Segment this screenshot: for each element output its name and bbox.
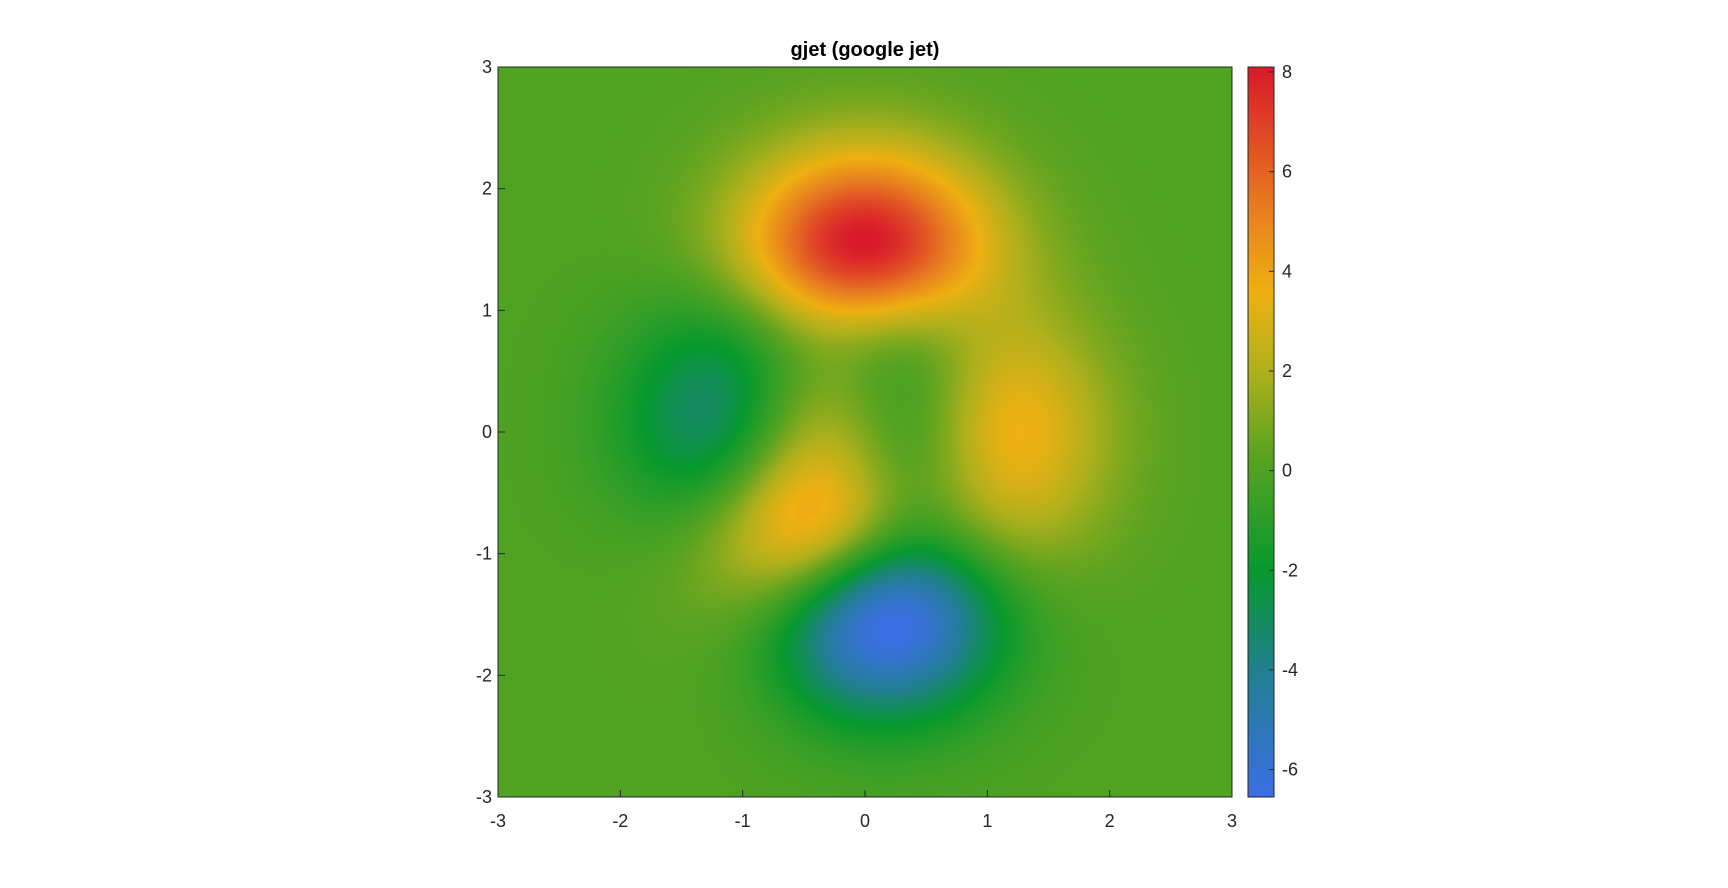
colorbar-frame xyxy=(1247,66,1275,798)
y-tick-label: 0 xyxy=(482,422,492,442)
plot-frame xyxy=(497,66,1233,798)
x-tick-label: -2 xyxy=(612,811,628,831)
colorbar-tick-label: -4 xyxy=(1282,660,1298,680)
colorbar-tick-label: -6 xyxy=(1282,760,1298,780)
x-tick-label: 3 xyxy=(1227,811,1237,831)
colorbar-tick-label: 2 xyxy=(1282,361,1292,381)
y-tick-label: 1 xyxy=(482,300,492,320)
x-tick-label: 0 xyxy=(860,811,870,831)
colorbar xyxy=(1248,67,1274,797)
y-tick-label: -1 xyxy=(476,544,492,564)
heatmap-plot-area xyxy=(498,67,1232,797)
colorbar-tick-label: 8 xyxy=(1282,62,1292,82)
y-tick-label: -3 xyxy=(476,787,492,807)
x-tick-label: -3 xyxy=(490,811,506,831)
x-tick-label: 1 xyxy=(982,811,992,831)
colorbar-tick-label: -2 xyxy=(1282,560,1298,580)
colorbar-tick-label: 4 xyxy=(1282,261,1292,281)
colorbar-tick-label: 6 xyxy=(1282,162,1292,182)
chart-title: gjet (google jet) xyxy=(790,39,940,61)
colorbar-tick-label: 0 xyxy=(1282,461,1292,481)
y-tick-label: 3 xyxy=(482,57,492,77)
y-tick-label: -2 xyxy=(476,665,492,685)
y-tick-label: 2 xyxy=(482,179,492,199)
x-axis-ticks: -3 -2 -1 0 1 2 3 xyxy=(490,790,1237,831)
x-tick-label: 2 xyxy=(1105,811,1115,831)
colorbar-ticks: -6 -4 -2 0 2 4 6 8 xyxy=(1269,62,1298,780)
x-tick-label: -1 xyxy=(735,811,751,831)
y-axis-ticks: -3 -2 -1 0 1 2 3 xyxy=(476,57,505,807)
